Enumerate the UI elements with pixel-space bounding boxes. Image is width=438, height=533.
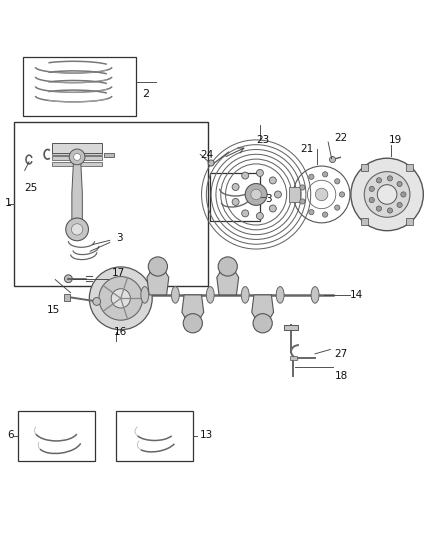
Text: 16: 16 bbox=[114, 327, 127, 337]
Circle shape bbox=[300, 185, 305, 190]
Polygon shape bbox=[182, 295, 204, 323]
Bar bbox=[361, 218, 368, 225]
Polygon shape bbox=[217, 266, 239, 295]
Bar bbox=[72, 152, 82, 159]
Circle shape bbox=[377, 184, 397, 204]
Bar bbox=[285, 325, 297, 330]
Circle shape bbox=[148, 257, 167, 276]
Circle shape bbox=[387, 176, 392, 181]
Circle shape bbox=[387, 208, 392, 213]
Circle shape bbox=[256, 213, 263, 220]
Circle shape bbox=[253, 313, 272, 333]
Circle shape bbox=[364, 172, 410, 217]
Bar bbox=[406, 164, 413, 171]
Text: 17: 17 bbox=[112, 268, 125, 278]
Bar bbox=[104, 152, 114, 157]
Ellipse shape bbox=[206, 287, 214, 303]
Ellipse shape bbox=[141, 287, 149, 303]
Text: 13: 13 bbox=[199, 430, 212, 440]
Circle shape bbox=[309, 174, 314, 180]
Circle shape bbox=[335, 205, 340, 210]
Circle shape bbox=[369, 197, 374, 203]
Bar bbox=[361, 164, 368, 171]
Circle shape bbox=[242, 172, 249, 179]
Circle shape bbox=[397, 181, 402, 187]
Text: 21: 21 bbox=[300, 143, 313, 154]
Circle shape bbox=[322, 212, 328, 217]
Polygon shape bbox=[147, 266, 169, 295]
Bar bbox=[117, 410, 193, 461]
Circle shape bbox=[315, 188, 328, 201]
Bar bbox=[64, 294, 70, 301]
Circle shape bbox=[256, 169, 263, 176]
Bar bbox=[290, 356, 297, 360]
Text: 3: 3 bbox=[265, 194, 272, 204]
Bar bbox=[18, 410, 95, 461]
Circle shape bbox=[111, 289, 131, 308]
Circle shape bbox=[71, 224, 83, 235]
Text: 1: 1 bbox=[5, 198, 12, 208]
Text: 24: 24 bbox=[200, 150, 213, 160]
Circle shape bbox=[242, 210, 249, 217]
Circle shape bbox=[64, 275, 72, 282]
Bar bbox=[14, 123, 208, 286]
Circle shape bbox=[99, 277, 143, 320]
Circle shape bbox=[335, 179, 340, 184]
Circle shape bbox=[376, 177, 381, 183]
Text: 27: 27 bbox=[335, 349, 348, 359]
Circle shape bbox=[251, 189, 261, 200]
Circle shape bbox=[300, 199, 305, 204]
Circle shape bbox=[269, 205, 276, 212]
Circle shape bbox=[232, 198, 239, 205]
Text: 2: 2 bbox=[143, 89, 150, 99]
Text: 25: 25 bbox=[25, 183, 38, 193]
Polygon shape bbox=[72, 159, 82, 227]
Circle shape bbox=[309, 209, 314, 215]
Circle shape bbox=[93, 297, 101, 305]
Bar bbox=[289, 187, 300, 203]
Circle shape bbox=[339, 192, 345, 197]
Ellipse shape bbox=[311, 287, 319, 303]
Circle shape bbox=[275, 191, 282, 198]
Bar bbox=[22, 57, 136, 116]
Circle shape bbox=[269, 177, 276, 184]
Circle shape bbox=[232, 183, 239, 190]
Circle shape bbox=[218, 257, 237, 276]
Circle shape bbox=[89, 267, 152, 330]
Text: 14: 14 bbox=[350, 290, 363, 300]
Circle shape bbox=[208, 160, 214, 166]
Ellipse shape bbox=[171, 287, 179, 303]
Circle shape bbox=[183, 313, 202, 333]
Text: 23: 23 bbox=[256, 135, 269, 145]
Bar bbox=[52, 143, 102, 153]
Text: 19: 19 bbox=[389, 135, 403, 145]
Bar bbox=[52, 151, 102, 155]
Text: 18: 18 bbox=[335, 370, 348, 381]
Bar bbox=[406, 218, 413, 225]
Ellipse shape bbox=[241, 287, 249, 303]
Text: 22: 22 bbox=[335, 133, 348, 143]
Bar bbox=[52, 161, 102, 166]
Text: 3: 3 bbox=[117, 233, 123, 243]
Circle shape bbox=[322, 172, 328, 177]
Circle shape bbox=[397, 203, 402, 207]
Circle shape bbox=[74, 154, 81, 160]
Text: 6: 6 bbox=[8, 430, 14, 440]
Circle shape bbox=[401, 192, 406, 197]
Circle shape bbox=[66, 218, 88, 241]
Text: 15: 15 bbox=[46, 305, 60, 315]
Bar bbox=[210, 173, 261, 221]
Circle shape bbox=[369, 186, 374, 191]
Circle shape bbox=[351, 158, 424, 231]
Circle shape bbox=[329, 157, 336, 163]
Bar bbox=[52, 157, 102, 160]
Circle shape bbox=[245, 183, 267, 205]
Ellipse shape bbox=[276, 287, 284, 303]
Circle shape bbox=[69, 149, 85, 165]
Polygon shape bbox=[252, 295, 274, 323]
Circle shape bbox=[376, 206, 381, 211]
